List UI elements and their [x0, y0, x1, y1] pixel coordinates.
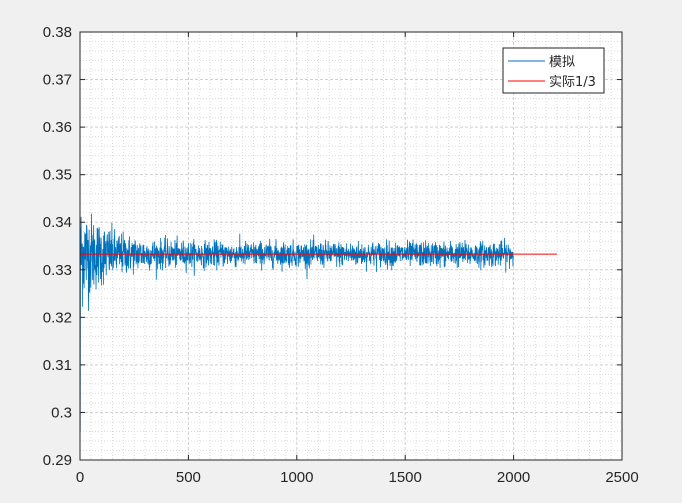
legend-label-sim: 模拟: [549, 55, 575, 70]
x-tick-label: 2000: [497, 469, 530, 486]
y-tick-label: 0.33: [43, 262, 72, 279]
y-tick-label: 0.36: [43, 119, 72, 136]
x-tick-label: 1000: [280, 469, 313, 486]
x-tick-label: 500: [176, 469, 201, 486]
y-tick-label: 0.29: [43, 452, 72, 469]
x-tick-label: 2500: [605, 469, 638, 486]
y-tick-label: 0.32: [43, 309, 72, 326]
series-layer: [79, 213, 557, 432]
y-tick-label: 0.31: [43, 357, 72, 374]
y-tick-label: 0.37: [43, 72, 72, 89]
x-tick-label: 1500: [389, 469, 422, 486]
legend-label-actual: 实际1/3: [549, 75, 596, 90]
series-line-simulated: [79, 213, 514, 432]
y-tick-label: 0.34: [43, 214, 72, 231]
axes-box: [79, 31, 623, 461]
legend-box: [502, 47, 605, 94]
legend[interactable]: 模拟 实际1/3: [502, 47, 605, 94]
ticks: 0 500 1000 1500 2000 2500 0.29 0.3 0.31 0.32 0.33 0…: [43, 24, 639, 486]
y-tick-label: 0.35: [43, 167, 72, 184]
x-tick-label: 0: [76, 469, 84, 486]
y-tick-label: 0.3: [51, 404, 72, 421]
y-tick-label: 0.38: [43, 24, 72, 41]
